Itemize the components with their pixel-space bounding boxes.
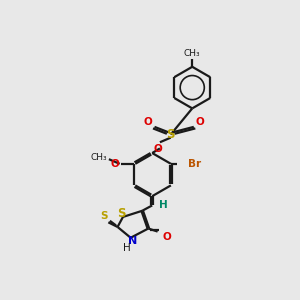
- Text: Br: Br: [188, 159, 201, 169]
- Text: O: O: [196, 117, 204, 127]
- Text: O: O: [111, 159, 120, 169]
- Text: N: N: [128, 236, 137, 246]
- Text: H: H: [159, 200, 168, 210]
- Text: S: S: [167, 128, 175, 141]
- Text: CH₃: CH₃: [184, 49, 201, 58]
- Text: O: O: [144, 117, 153, 127]
- Text: O: O: [153, 144, 162, 154]
- Text: CH₃: CH₃: [91, 153, 107, 162]
- Text: S: S: [117, 207, 126, 220]
- Text: O: O: [163, 232, 172, 242]
- Text: H: H: [123, 243, 131, 253]
- Text: S: S: [100, 211, 107, 221]
